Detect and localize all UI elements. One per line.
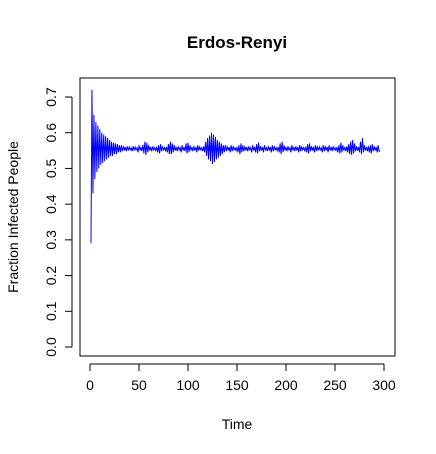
y-tick-label: 0.5 (43, 158, 59, 178)
x-tick-label: 250 (323, 377, 347, 393)
y-axis-label: Fraction Infected People (5, 141, 21, 293)
x-axis-label: Time (222, 416, 253, 432)
series-layer (90, 89, 381, 244)
y-tick-label: 0.7 (43, 87, 59, 107)
y-tick-label: 0.4 (43, 194, 59, 214)
y-tick-label: 0.2 (43, 266, 59, 286)
series-line (90, 89, 381, 244)
y-tick-label: 0.0 (43, 337, 59, 357)
x-axis: 0 50 100 150 200 250 300 (86, 363, 396, 393)
y-axis: 0.0 0.1 0.2 0.3 0.4 0.5 0.6 0.7 (43, 87, 73, 357)
y-tick-label: 0.6 (43, 123, 59, 143)
y-tick-label: 0.3 (43, 230, 59, 250)
x-tick-label: 300 (372, 377, 396, 393)
x-tick-label: 100 (176, 377, 200, 393)
x-tick-label: 50 (131, 377, 147, 393)
x-tick-label: 150 (225, 377, 249, 393)
plot-frame (79, 77, 396, 357)
y-tick-label: 0.1 (43, 301, 59, 321)
chart-title: Erdos-Renyi (187, 33, 287, 52)
x-tick-label: 0 (86, 377, 94, 393)
x-tick-label: 200 (274, 377, 298, 393)
